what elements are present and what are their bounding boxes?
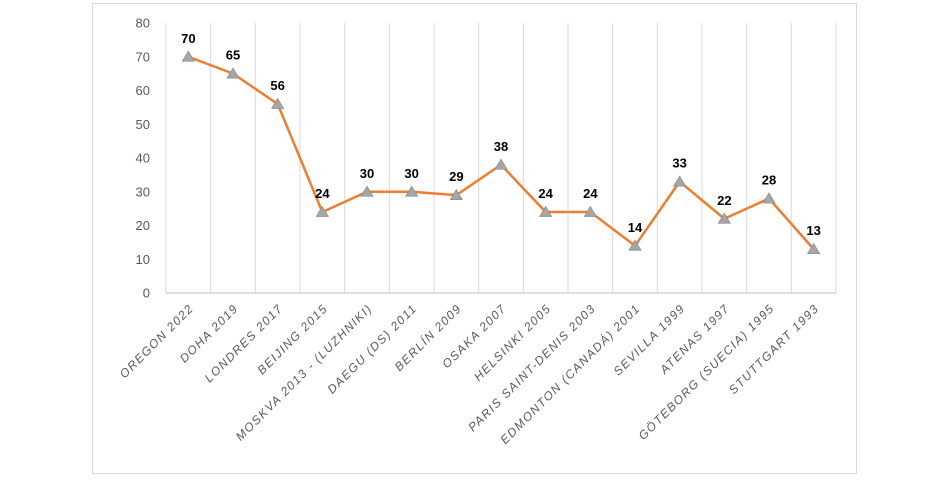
data-labels: 70 65 56 24 30 30 29 38 24 24 14 33 22 28 13 (181, 31, 821, 238)
data-point-marker (539, 205, 553, 217)
data-point-marker (449, 188, 463, 200)
data-point-marker (271, 97, 285, 109)
data-point-marker (762, 192, 776, 204)
y-tick-label: 70 (136, 49, 150, 64)
data-value-label: 33 (672, 156, 686, 171)
y-tick-label: 80 (136, 16, 150, 31)
y-tick-label: 30 (136, 184, 150, 199)
y-tick-label: 0 (143, 286, 150, 301)
data-value-label: 13 (806, 223, 820, 238)
data-value-label: 28 (762, 173, 776, 188)
y-axis-labels: 0 10 20 30 40 50 60 70 80 (136, 16, 150, 301)
data-value-label: 24 (583, 186, 598, 201)
y-tick-label: 60 (136, 83, 150, 98)
y-tick-label: 10 (136, 252, 150, 267)
data-value-label: 22 (717, 193, 731, 208)
data-value-label: 29 (449, 169, 463, 184)
data-point-marker (583, 205, 597, 217)
y-tick-label: 50 (136, 117, 150, 132)
gridlines (165, 23, 837, 293)
data-point-marker (405, 185, 419, 197)
data-value-label: 30 (360, 166, 374, 181)
data-value-label: 70 (181, 31, 195, 46)
data-point-marker (494, 158, 508, 170)
data-point-markers (181, 50, 821, 254)
data-value-label: 30 (404, 166, 418, 181)
data-point-marker (315, 205, 329, 217)
data-point-marker (226, 67, 240, 79)
data-point-marker (807, 242, 821, 254)
data-value-label: 14 (628, 220, 643, 235)
data-point-marker (628, 239, 642, 251)
data-point-marker (717, 212, 731, 224)
data-point-marker (360, 185, 374, 197)
y-tick-label: 20 (136, 218, 150, 233)
data-value-label: 24 (538, 186, 553, 201)
data-point-marker (673, 175, 687, 187)
data-value-label: 38 (494, 139, 508, 154)
data-value-label: 65 (226, 48, 240, 63)
data-point-marker (181, 50, 195, 62)
data-value-label: 56 (270, 78, 284, 93)
y-tick-label: 40 (136, 151, 150, 166)
chart-frame (92, 3, 857, 474)
data-value-label: 24 (315, 186, 330, 201)
